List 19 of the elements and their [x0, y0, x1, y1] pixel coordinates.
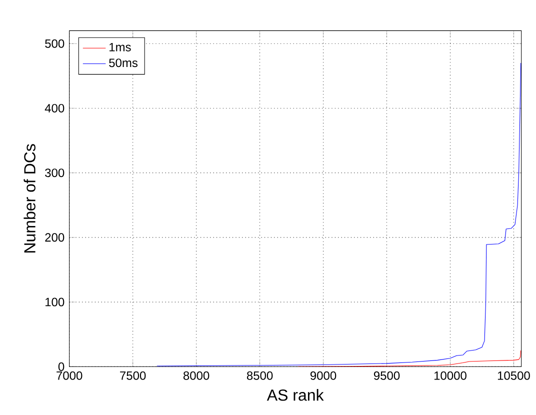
x-tick-label: 10000 — [434, 372, 466, 380]
y-tick-label: 0 — [58, 362, 64, 372]
x-axis-title: AS rank — [266, 389, 324, 401]
y-tick-label: 200 — [45, 233, 64, 242]
x-tick-label: 10500 — [498, 372, 530, 380]
line-series — [156, 62, 522, 366]
x-tick-label: 9500 — [374, 372, 400, 380]
y-tick-label: 400 — [44, 104, 64, 113]
legend-label: 50ms — [109, 58, 138, 68]
legend-label: 1ms — [110, 43, 131, 52]
y-axis-title: Number of DCs — [24, 144, 36, 253]
y-tick-label: 300 — [45, 168, 64, 178]
y-tick-label: 500 — [45, 40, 64, 48]
x-tick-label: 8500 — [246, 372, 273, 380]
x-tick-label: 7000 — [56, 372, 82, 380]
x-tick-label: 7500 — [120, 372, 146, 380]
y-tick-label: 100 — [46, 298, 64, 306]
x-tick-label: 8000 — [183, 372, 210, 380]
x-tick-label: 9000 — [310, 372, 336, 380]
